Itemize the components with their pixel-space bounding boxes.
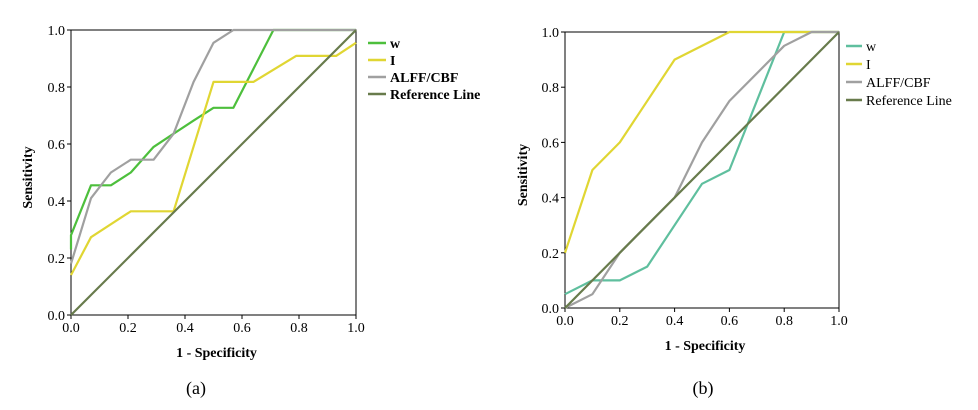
x-axis-label: 1 - Specificity bbox=[176, 346, 257, 361]
x-tick-label: 0.0 bbox=[62, 321, 80, 336]
x-tick-label: 0.2 bbox=[611, 314, 629, 329]
series-line-w bbox=[69, 28, 356, 250]
roc-panel-b: 0.0 0.2 0.4 0.6 0.8 1.0 0.0 0.2 0.4 0.6 0.8 1.0 1 - … bbox=[516, 26, 952, 399]
series-line-reference-line bbox=[564, 31, 840, 309]
x-tick-label: 0.6 bbox=[233, 321, 251, 336]
series-line-reference-line bbox=[70, 29, 357, 316]
x-tick-label: 0.0 bbox=[556, 314, 574, 329]
series-line-alff-cbf bbox=[69, 28, 356, 265]
x-axis-label: 1 - Specificity bbox=[665, 339, 746, 354]
x-tick-label: 0.2 bbox=[119, 321, 137, 336]
x-tick-label: 0.4 bbox=[176, 321, 194, 336]
x-tick-label: 0.4 bbox=[666, 314, 684, 329]
legend-label: I bbox=[390, 54, 395, 69]
panel-caption: (a) bbox=[186, 378, 206, 399]
y-tick-label: 0.8 bbox=[48, 81, 66, 96]
y-tick-label: 1.0 bbox=[542, 26, 560, 41]
series-line-w bbox=[564, 30, 839, 296]
y-tick-label: 0.2 bbox=[48, 252, 66, 267]
x-tick-label: 1.0 bbox=[347, 321, 365, 336]
y-tick-label: 0.6 bbox=[542, 136, 560, 151]
y-tick-label: 0.0 bbox=[542, 302, 560, 317]
x-tick-label: 0.8 bbox=[775, 314, 793, 329]
panel-caption: (b) bbox=[693, 378, 714, 399]
y-tick-label: 0.6 bbox=[48, 138, 66, 153]
y-tick-label: 0.4 bbox=[48, 195, 66, 210]
legend-label: w bbox=[390, 37, 401, 52]
legend-label: I bbox=[866, 58, 871, 73]
legend-label: ALFF/CBF bbox=[866, 76, 931, 91]
y-tick-label: 0.4 bbox=[542, 192, 560, 207]
plot-frame bbox=[564, 31, 840, 309]
series-line-i bbox=[70, 41, 357, 276]
legend-label: Reference Line bbox=[866, 94, 952, 109]
series-line-i bbox=[563, 30, 839, 254]
y-tick-label: 1.0 bbox=[48, 24, 66, 39]
legend-label: ALFF/CBF bbox=[390, 71, 458, 86]
y-tick-label: 0.0 bbox=[48, 309, 66, 324]
roc-panel-a: 0.0 0.2 0.4 0.6 0.8 1.0 0.0 0.2 0.4 0.6 0.8 1.0 1 - … bbox=[21, 24, 480, 399]
series-line-alff-cbf bbox=[564, 30, 839, 309]
plot-frame bbox=[70, 29, 357, 316]
x-tick-label: 0.8 bbox=[290, 321, 308, 336]
y-tick-label: 0.8 bbox=[542, 81, 560, 96]
legend-label: Reference Line bbox=[390, 88, 480, 103]
legend-label: w bbox=[866, 40, 877, 55]
y-axis-label: Sensitivity bbox=[516, 144, 531, 206]
x-tick-label: 1.0 bbox=[830, 314, 848, 329]
x-tick-label: 0.6 bbox=[721, 314, 739, 329]
y-axis-label: Sensitivity bbox=[21, 146, 36, 208]
y-tick-label: 0.2 bbox=[542, 247, 560, 262]
